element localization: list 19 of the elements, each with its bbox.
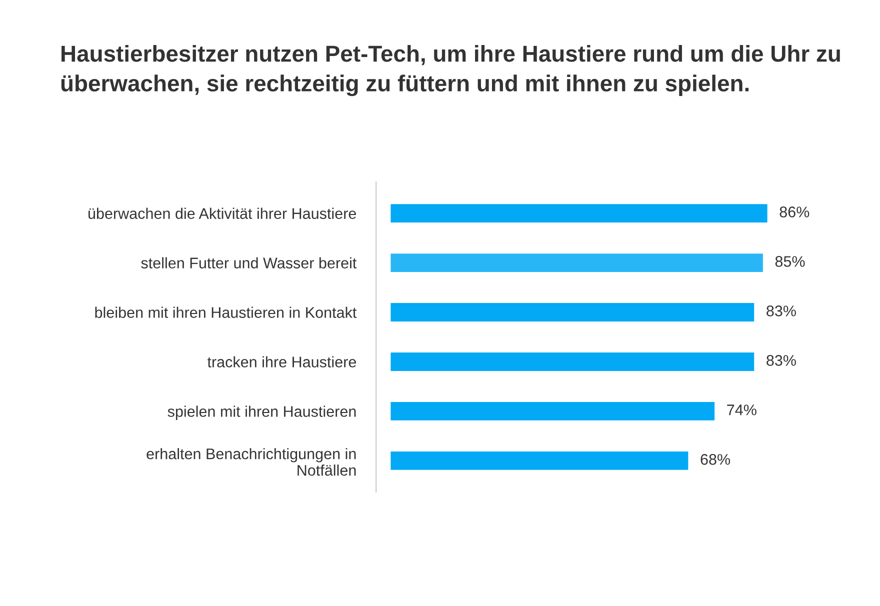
y-tick-label: spielen mit ihren Haustieren	[168, 406, 356, 420]
bar	[390, 450, 690, 472]
bar	[390, 351, 756, 372]
y-tick-label: überwachen die Aktivität ihrer Haustiere	[88, 208, 356, 219]
chart-title: Haustierbesitzer nutzen Pet-Tech, um ihre Haustiere rund um die Uhr zu überwachen, sie rechtzeitig zu füttern und mit ihnen zu spielen.	[61, 45, 840, 96]
y-tick-label: erhalten Benachrichtigungen in Notfällen	[146, 448, 356, 476]
y-tick-label: tracken ihre Haustiere	[207, 356, 356, 368]
bar	[390, 302, 756, 323]
data-label: 83%	[766, 355, 796, 366]
data-label: 68%	[700, 454, 730, 465]
data-label: 74%	[727, 404, 756, 416]
bar	[390, 252, 764, 274]
y-tick-label: stellen Futter und Wasser bereit	[141, 257, 357, 268]
bar	[390, 202, 768, 224]
y-tick-label: bleiben mit ihren Haustieren in Kontakt	[95, 306, 357, 318]
data-label: 85%	[775, 256, 805, 267]
bar	[390, 400, 716, 422]
data-label: 86%	[780, 206, 810, 218]
data-label: 83%	[766, 306, 796, 316]
